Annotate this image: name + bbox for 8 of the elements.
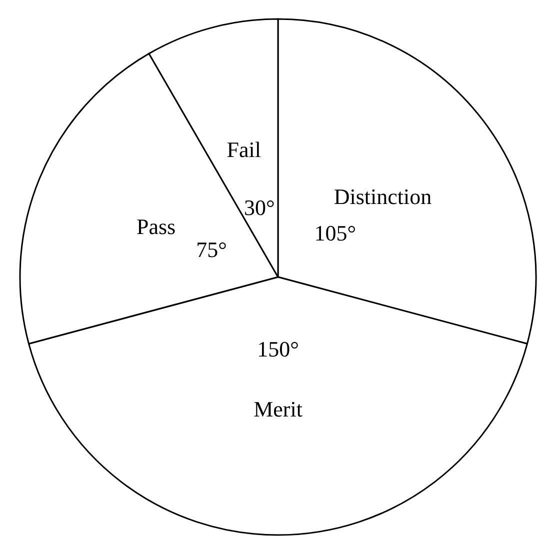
slice-label: Pass <box>136 214 176 239</box>
data-label: 150° <box>257 336 299 362</box>
slice-label: Merit <box>254 396 302 422</box>
data-label: 75° <box>196 236 227 262</box>
data-label: 105° <box>314 220 356 246</box>
data-label: 30° <box>244 194 275 220</box>
slice-label: Distinction <box>334 184 432 210</box>
slice-label: Fail <box>226 137 261 162</box>
